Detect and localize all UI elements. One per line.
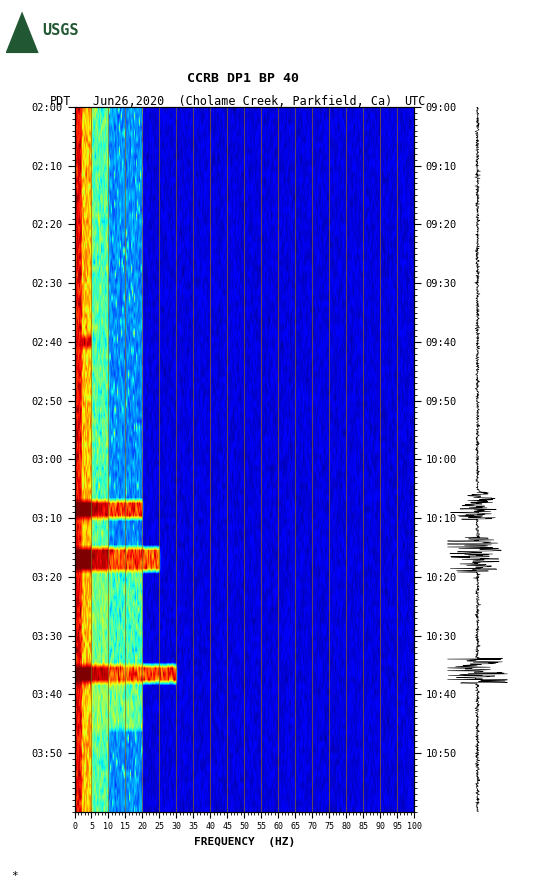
Text: CCRB DP1 BP 40: CCRB DP1 BP 40 — [187, 71, 299, 85]
Text: *: * — [11, 871, 18, 880]
Text: PDT: PDT — [50, 95, 71, 109]
Text: USGS: USGS — [42, 23, 78, 38]
Text: UTC: UTC — [404, 95, 425, 109]
Text: Jun26,2020  (Cholame Creek, Parkfield, Ca): Jun26,2020 (Cholame Creek, Parkfield, Ca… — [93, 95, 392, 109]
X-axis label: FREQUENCY  (HZ): FREQUENCY (HZ) — [194, 837, 295, 847]
Polygon shape — [6, 12, 39, 54]
